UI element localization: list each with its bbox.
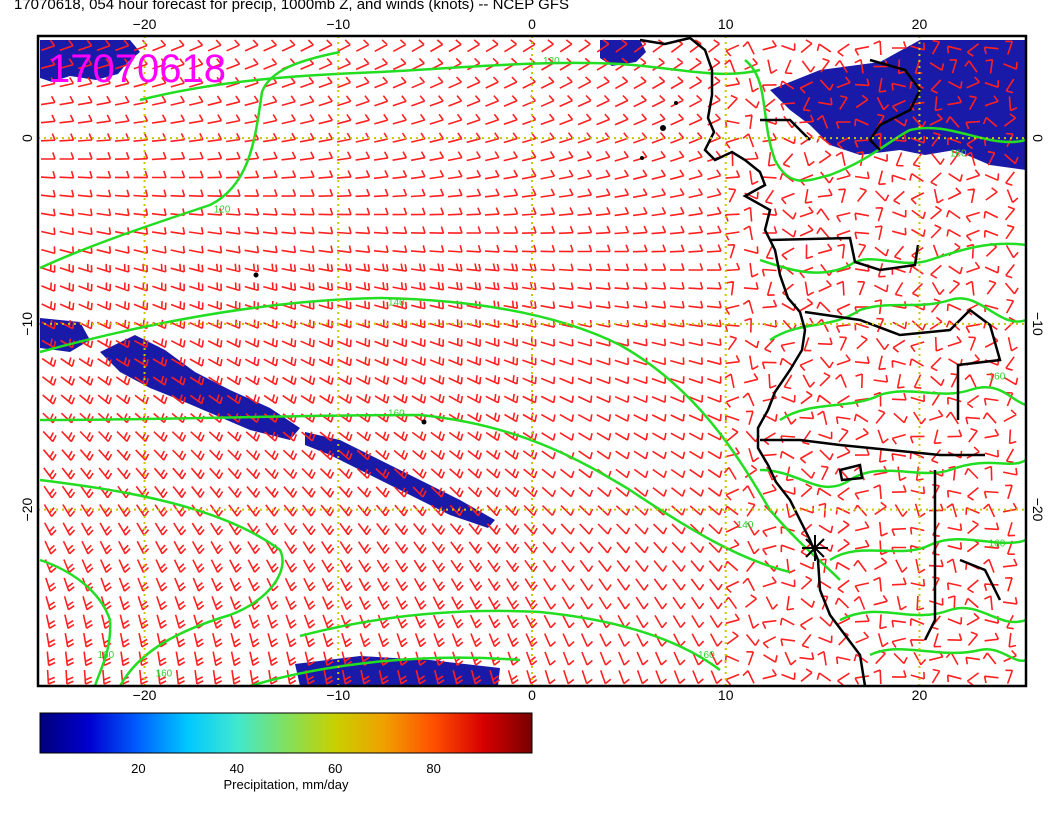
- contour-label-4: 140: [737, 520, 754, 531]
- contour-label-6: 160: [156, 669, 173, 680]
- lat-tick-right-2: −20: [1030, 498, 1046, 522]
- border-line-4: [923, 470, 937, 641]
- contour-label-1: 120: [214, 204, 231, 215]
- contour-label-2: 140: [388, 297, 405, 308]
- lat-tick-right-0: 0: [1030, 134, 1046, 142]
- axis-ticks: −20 −20 −10 −10 0 0 10 10 20 20 0 0 −10 −10 −20 −20: [19, 16, 1046, 700]
- lat-lon-grid: [38, 36, 1026, 686]
- wind-barb-field: [40, 39, 1019, 686]
- wind-barbs: [40, 39, 1019, 686]
- contour-160-east-3: [769, 297, 1026, 342]
- colorbar-ramp: [39, 712, 533, 754]
- lon-tick-top-4: 20: [912, 16, 928, 32]
- contour-180-south: [249, 656, 521, 686]
- lon-tick-bottom-1: −10: [326, 687, 350, 700]
- contour-160-east-8: [869, 647, 1026, 663]
- colorbar-ticks: 20 40 60 80: [131, 761, 441, 776]
- colorbar-tick-2: 60: [328, 761, 342, 776]
- coastlines: [639, 36, 1002, 686]
- precip-colorbar: 20 40 60 80 Precipitation, mm/day: [39, 712, 533, 792]
- border-line-7: [959, 558, 1002, 601]
- precip-patch-north: [600, 40, 646, 66]
- contour-label-0: 120: [543, 56, 560, 67]
- colorbar-tick-3: 80: [426, 761, 440, 776]
- lon-tick-bottom-3: 10: [718, 687, 734, 700]
- contour-160-south: [299, 609, 721, 672]
- map-frame: [36, 34, 1028, 688]
- contour-160-east-6: [829, 537, 1026, 562]
- map-title: 17070618, 054 hour forecast for precip, …: [14, 0, 569, 13]
- contour-label-5: 160: [97, 650, 114, 661]
- border-line-6: [760, 118, 811, 141]
- contour-label-8: 160: [950, 149, 967, 160]
- contour-label-9: 160: [989, 372, 1006, 383]
- border-line-1: [769, 236, 920, 272]
- contour-160-southwest: [39, 478, 284, 686]
- contour-120-west: [39, 50, 341, 270]
- precip-band-west: [100, 335, 300, 440]
- colorbar-tick-0: 20: [131, 761, 145, 776]
- date-stamp: 17070618: [48, 47, 226, 91]
- lat-tick-left-1: −10: [19, 312, 35, 336]
- contour-label-3: 160: [388, 409, 405, 420]
- lon-tick-top-1: −10: [326, 16, 350, 32]
- lon-tick-top-0: −20: [133, 16, 157, 32]
- station-marker: [802, 535, 828, 561]
- contour-160-left-edge: [39, 558, 112, 686]
- contour-160-mid: [39, 413, 791, 574]
- contour-160-east-4: [779, 386, 1026, 422]
- contour-160-east-5: [759, 458, 1026, 489]
- forecast-map: 120 120 140 160 140 160 160 160 160 160 160 170706…: [19, 16, 1046, 700]
- lake-outline: [838, 463, 864, 482]
- border-line-2: [804, 308, 1002, 420]
- border-line-5: [868, 58, 922, 151]
- contour-label-10: 160: [989, 539, 1006, 550]
- contour-labels: 120 120 140 160 140 160 160 160 160 160 160: [97, 56, 1005, 680]
- lon-tick-top-2: 0: [528, 16, 536, 32]
- contour-label-7: 160: [698, 650, 715, 661]
- lat-tick-right-1: −10: [1030, 312, 1046, 336]
- colorbar-tick-1: 40: [230, 761, 244, 776]
- africa-coastline: [639, 36, 867, 686]
- lon-tick-bottom-2: 0: [528, 687, 536, 700]
- lat-tick-left-0: 0: [19, 134, 35, 142]
- lon-tick-bottom-0: −20: [133, 687, 157, 700]
- lat-tick-left-2: −20: [19, 497, 35, 521]
- islands: [253, 101, 678, 425]
- precip-band-central: [305, 432, 495, 528]
- contour-120-north: [139, 61, 761, 102]
- contour-160-east-7: [839, 606, 1026, 624]
- colorbar-title: Precipitation, mm/day: [224, 777, 349, 792]
- lon-tick-top-3: 10: [718, 16, 734, 32]
- border-line-3: [760, 438, 985, 457]
- lon-tick-bottom-4: 20: [912, 687, 928, 700]
- contour-160-east-2: [759, 242, 1026, 274]
